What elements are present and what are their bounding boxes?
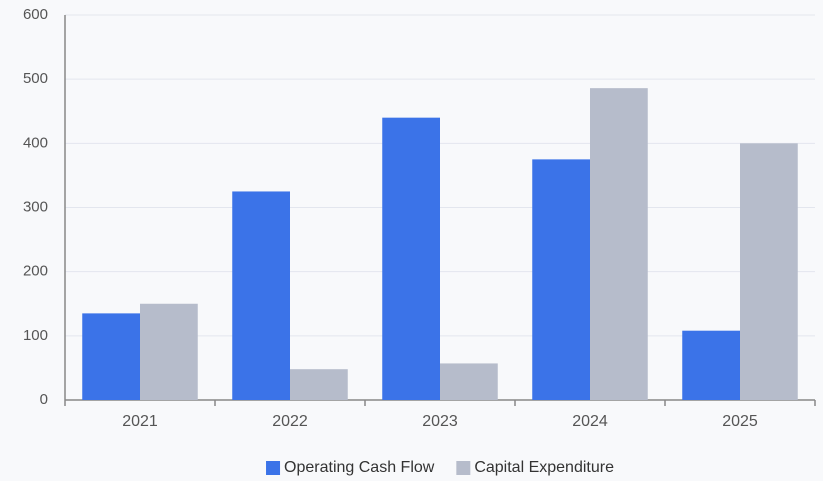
- bar: [382, 117, 440, 401]
- x-tick-label: 2025: [722, 413, 758, 430]
- y-tick-label: 0: [40, 391, 48, 408]
- bar: [232, 191, 290, 400]
- y-tick-label: 500: [23, 70, 48, 87]
- y-tick-label: 300: [23, 198, 48, 215]
- bar: [140, 303, 198, 400]
- y-tick-label: 600: [23, 6, 48, 23]
- x-tick-label: 2023: [422, 413, 458, 430]
- bar: [532, 159, 590, 400]
- y-tick-label: 400: [23, 134, 48, 151]
- legend-label: Capital Expenditure: [474, 459, 614, 476]
- bar: [440, 363, 498, 400]
- legend-swatch: [266, 461, 281, 475]
- bar: [590, 88, 648, 401]
- y-tick-label: 100: [23, 327, 48, 344]
- x-tick-label: 2022: [272, 413, 308, 430]
- legend-swatch: [456, 461, 471, 475]
- bar: [290, 369, 348, 400]
- x-tick-label: 2024: [572, 413, 608, 430]
- y-tick-label: 200: [23, 263, 48, 280]
- x-tick-label: 2021: [122, 413, 158, 430]
- legend-label: Operating Cash Flow: [284, 459, 435, 476]
- bar: [82, 313, 140, 400]
- bar: [682, 330, 740, 400]
- bar: [740, 143, 798, 401]
